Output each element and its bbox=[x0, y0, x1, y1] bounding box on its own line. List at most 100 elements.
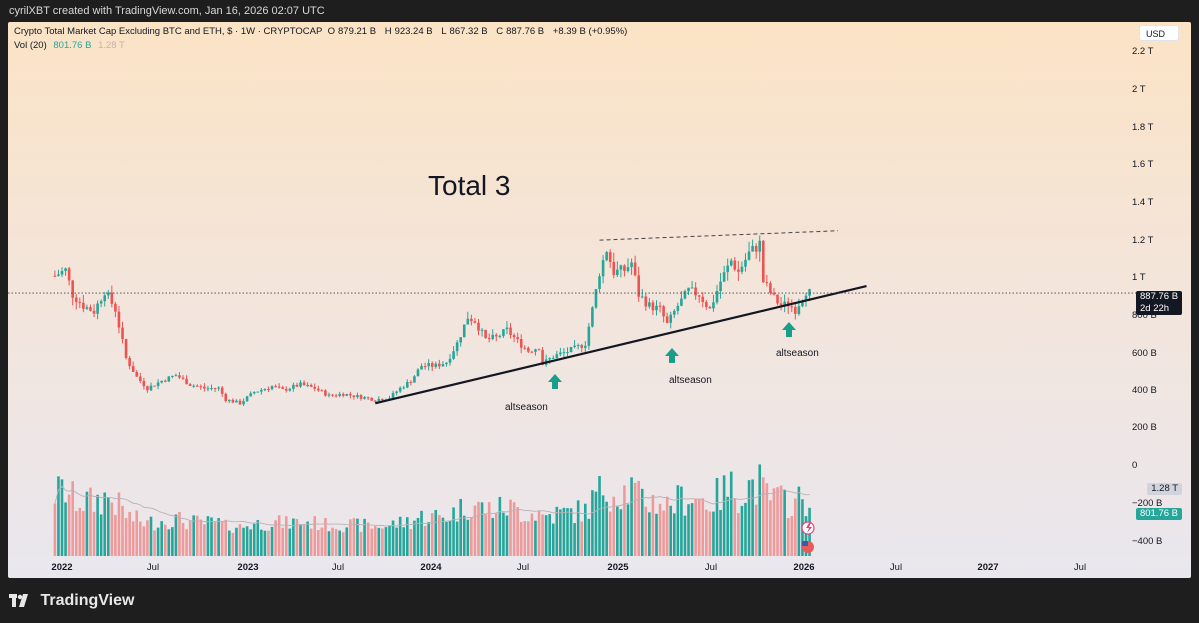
candle-body bbox=[245, 396, 249, 402]
volume-bar bbox=[195, 515, 199, 556]
volume-bar bbox=[519, 521, 523, 556]
x-axis-tick-label: Jul bbox=[1074, 562, 1086, 573]
volume-bar bbox=[345, 527, 349, 556]
candle-body bbox=[188, 384, 192, 386]
candle-body bbox=[523, 347, 527, 349]
volume-bar bbox=[751, 479, 754, 556]
candle-body bbox=[562, 352, 566, 354]
credit-bar: cyrilXBT created with TradingView.com, J… bbox=[0, 0, 1199, 22]
volume-bar bbox=[373, 525, 377, 556]
volume-bar bbox=[235, 527, 238, 556]
candle-body bbox=[587, 326, 591, 346]
candle-body bbox=[669, 314, 673, 323]
volume-bar bbox=[156, 527, 160, 556]
candle-body bbox=[779, 303, 783, 306]
candle-series bbox=[53, 235, 811, 406]
candle-body bbox=[128, 357, 131, 367]
chart-svg[interactable]: 2.2 T 2 T 1.8 T 1.6 T 1.4 T 1.2 T 1 T 800 B 600 … bbox=[8, 22, 1191, 578]
candle-body bbox=[516, 337, 519, 339]
candle-body bbox=[420, 366, 423, 370]
volume-bar bbox=[406, 517, 409, 556]
volume-bar bbox=[181, 522, 185, 556]
volume-bar bbox=[477, 501, 480, 556]
volume-bar bbox=[548, 514, 551, 556]
volume-bar bbox=[576, 500, 580, 556]
candle-body bbox=[708, 306, 712, 309]
chart-panel[interactable]: 2.2 T 2 T 1.8 T 1.6 T 1.4 T 1.2 T 1 T 800 B 600 … bbox=[8, 22, 1191, 578]
candle-body bbox=[288, 388, 292, 391]
volume-bar bbox=[99, 514, 103, 556]
candle-body bbox=[135, 371, 139, 377]
candle-body bbox=[156, 382, 160, 386]
candle-body bbox=[765, 282, 769, 284]
y-axis-tick-label: 2.2 T bbox=[1132, 46, 1154, 57]
volume-ma-value: 1.28 T bbox=[98, 40, 125, 51]
volume-bar bbox=[110, 502, 114, 556]
volume-bar bbox=[434, 509, 438, 556]
volume-bar bbox=[559, 509, 562, 556]
candle-body bbox=[601, 260, 605, 277]
volume-bar bbox=[537, 510, 541, 556]
y-axis-tick-label: −400 B bbox=[1132, 536, 1162, 547]
candle-body bbox=[324, 390, 327, 396]
volume-bar bbox=[206, 516, 210, 556]
candle-body bbox=[121, 327, 124, 339]
volume-bar bbox=[74, 511, 78, 556]
candle-body bbox=[797, 306, 801, 314]
volume-bar bbox=[245, 526, 249, 556]
candle-body bbox=[494, 334, 498, 337]
candle-body bbox=[462, 324, 466, 338]
volume-bar bbox=[256, 520, 260, 556]
candle-body bbox=[612, 261, 616, 276]
volume-bar bbox=[220, 521, 224, 556]
volume-bar bbox=[769, 500, 772, 556]
candle-body bbox=[719, 281, 722, 291]
resistance-trendline bbox=[599, 230, 839, 241]
volume-bar bbox=[398, 516, 402, 556]
candle-body bbox=[651, 302, 655, 311]
candle-body bbox=[687, 287, 690, 292]
volume-bar bbox=[616, 506, 619, 556]
volume-bar bbox=[313, 516, 317, 556]
volume-bar bbox=[103, 492, 107, 556]
volume-bar bbox=[569, 508, 573, 556]
volume-bar bbox=[676, 485, 680, 556]
x-axis-tick-label: 2024 bbox=[420, 562, 442, 573]
candle-body bbox=[274, 386, 277, 388]
volume-bar bbox=[292, 518, 295, 556]
candle-body bbox=[783, 301, 786, 306]
volume-bar bbox=[761, 477, 765, 556]
volume-bar bbox=[445, 521, 448, 556]
volume-bar bbox=[416, 517, 420, 556]
candle-body bbox=[263, 389, 267, 391]
candle-body bbox=[356, 395, 359, 398]
volume-bar bbox=[608, 511, 612, 556]
volume-bar bbox=[665, 496, 669, 556]
currency-button[interactable]: USD bbox=[1139, 25, 1179, 41]
candle-body bbox=[801, 301, 804, 307]
candle-body bbox=[153, 385, 156, 387]
volume-bar bbox=[299, 524, 302, 556]
candle-body bbox=[509, 327, 512, 336]
candle-body bbox=[455, 342, 459, 352]
tradingview-brand: TradingView bbox=[9, 590, 134, 612]
x-axis-tick-label: 2026 bbox=[793, 562, 814, 573]
volume-bar bbox=[281, 527, 285, 556]
volume-bar bbox=[626, 504, 630, 556]
candle-body bbox=[680, 298, 683, 306]
candle-body bbox=[178, 375, 181, 378]
volume-bar bbox=[473, 505, 477, 556]
candle-body bbox=[53, 275, 57, 277]
volume-bar bbox=[583, 503, 587, 556]
volume-bar bbox=[683, 515, 687, 556]
candle-body bbox=[672, 310, 676, 315]
volume-bar bbox=[188, 520, 192, 556]
candle-body bbox=[206, 388, 210, 390]
volume-series bbox=[53, 464, 811, 556]
candle-body bbox=[744, 259, 747, 267]
volume-bar bbox=[662, 510, 665, 556]
x-axis-tick-label: 2025 bbox=[607, 562, 629, 573]
volume-bar bbox=[409, 529, 413, 556]
volume-bar bbox=[349, 519, 352, 556]
x-axis-tick-label: 2027 bbox=[977, 562, 998, 573]
